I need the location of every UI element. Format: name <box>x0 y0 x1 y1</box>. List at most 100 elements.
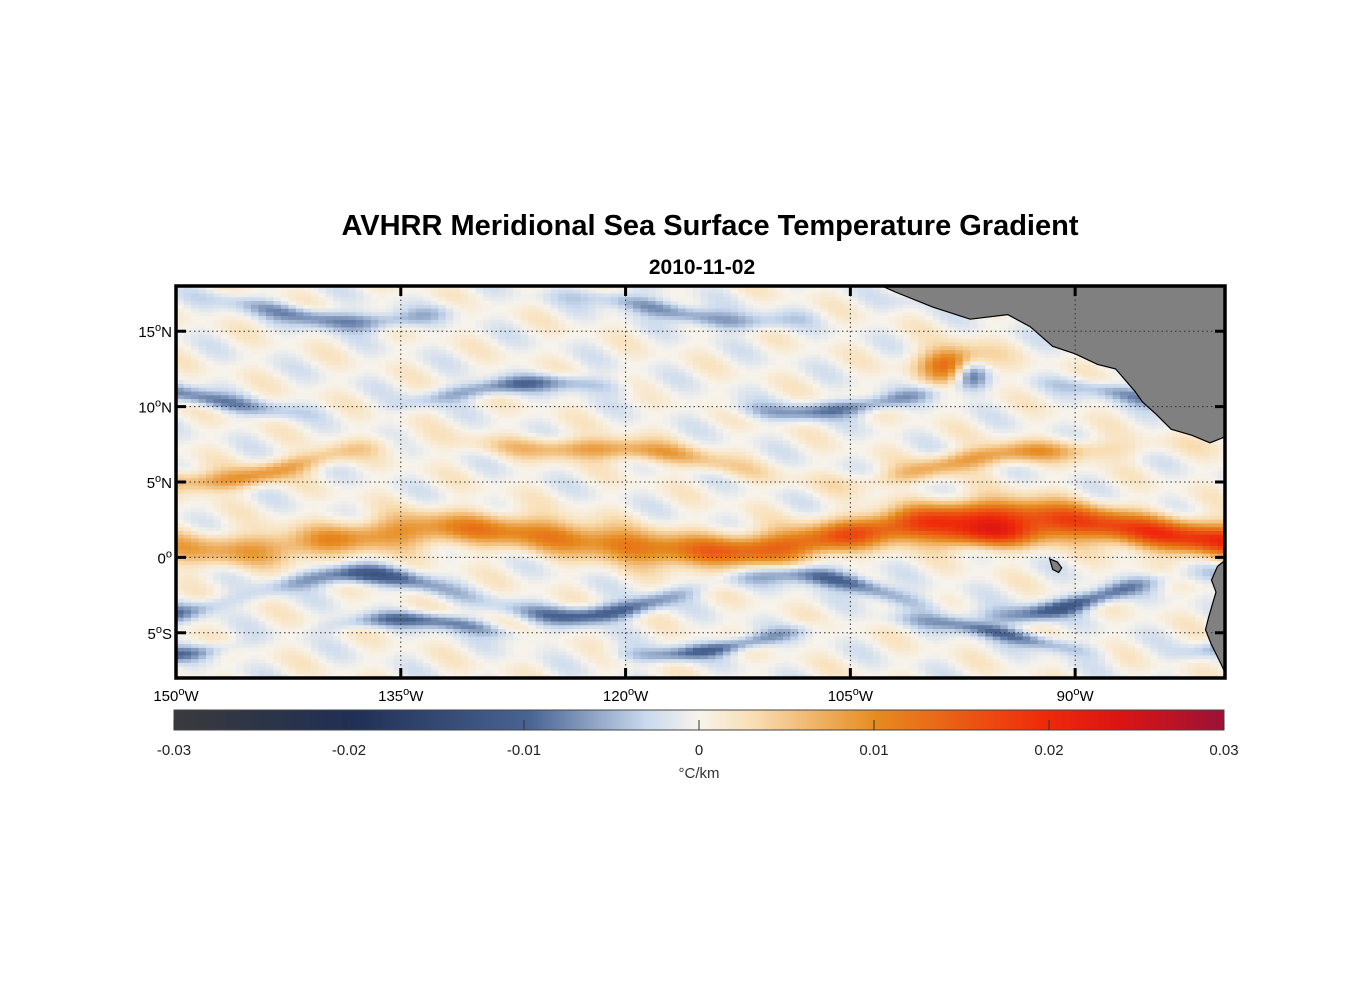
field-cell <box>370 365 379 370</box>
field-cell <box>707 384 717 389</box>
field-cell <box>198 319 207 325</box>
field-cell <box>865 331 874 336</box>
field-cell <box>468 312 477 317</box>
field-cell <box>872 417 881 423</box>
field-cell <box>797 395 806 400</box>
field-cell <box>760 319 769 325</box>
field-cell <box>670 316 679 321</box>
field-cell <box>722 312 732 317</box>
field-cell <box>453 304 462 310</box>
field-cell <box>925 327 934 332</box>
field-cell <box>288 417 297 423</box>
field-cell <box>528 327 537 332</box>
field-cell <box>453 406 462 411</box>
field-cell <box>310 417 319 423</box>
field-cell <box>760 293 769 298</box>
field-cell <box>565 414 574 419</box>
field-cell <box>663 380 672 385</box>
field-cell <box>595 380 604 385</box>
field-cell <box>992 387 1001 393</box>
field-cell <box>198 414 207 419</box>
field-cell <box>295 342 304 347</box>
field-cell <box>520 353 529 359</box>
field-cell <box>265 376 274 381</box>
field-cell <box>385 312 394 317</box>
field-cell <box>663 342 672 347</box>
field-cell <box>940 350 949 355</box>
field-cell <box>767 308 777 313</box>
field-cell <box>370 406 379 411</box>
field-cell <box>850 289 859 295</box>
field-cell <box>737 402 747 408</box>
field-cell <box>535 342 544 347</box>
field-cell <box>310 414 319 419</box>
field-cell <box>625 312 634 317</box>
field-cell <box>722 316 732 321</box>
field-cell <box>678 410 687 415</box>
field-cell <box>558 353 567 359</box>
field-cell <box>588 406 597 411</box>
field-cell <box>265 308 274 313</box>
field-cell <box>940 316 949 321</box>
field-cell <box>475 372 484 378</box>
field-cell <box>423 331 432 336</box>
field-cell <box>303 410 312 415</box>
field-cell <box>565 361 574 366</box>
field-cell <box>730 372 739 378</box>
field-cell <box>625 406 634 411</box>
field-cell <box>438 353 447 359</box>
field-cell <box>460 319 469 325</box>
field-cell <box>797 342 806 347</box>
field-cell <box>370 312 379 317</box>
field-cell <box>580 399 589 404</box>
field-cell <box>805 357 814 362</box>
field-cell <box>648 342 657 347</box>
field-cell <box>1045 342 1054 347</box>
field-cell <box>857 346 866 351</box>
field-cell <box>310 357 319 362</box>
field-cell <box>752 384 762 389</box>
field-cell <box>955 365 964 370</box>
field-cell <box>1082 414 1091 419</box>
field-cell <box>423 297 432 302</box>
field-cell <box>475 402 484 408</box>
field-cell <box>678 387 687 393</box>
field-cell <box>198 353 207 359</box>
field-cell <box>423 391 432 396</box>
field-cell <box>273 368 282 374</box>
field-cell <box>767 289 777 295</box>
field-cell <box>543 395 552 400</box>
field-cell <box>505 406 514 411</box>
field-cell <box>183 353 192 359</box>
field-cell <box>363 301 372 306</box>
field-cell <box>190 357 200 362</box>
field-cell <box>820 368 829 374</box>
field-cell <box>513 402 522 408</box>
field-cell <box>648 338 657 344</box>
field-cell <box>790 350 799 355</box>
field-cell <box>198 331 207 336</box>
field-cell <box>250 406 260 411</box>
field-cell <box>940 414 949 419</box>
field-cell <box>438 417 447 423</box>
field-cell <box>460 357 469 362</box>
field-cell <box>355 387 364 393</box>
field-cell <box>610 297 619 302</box>
field-cell <box>940 338 949 344</box>
field-cell <box>378 380 387 385</box>
field-cell <box>640 297 649 302</box>
field-cell <box>947 406 956 411</box>
field-cell <box>385 406 394 411</box>
field-cell <box>408 391 417 396</box>
field-cell <box>655 327 664 332</box>
field-cell <box>250 399 260 404</box>
field-cell <box>1097 410 1106 415</box>
field-cell <box>205 391 215 396</box>
field-cell <box>827 331 836 336</box>
field-cell <box>648 293 657 298</box>
field-cell <box>1082 384 1091 389</box>
field-cell <box>910 346 919 351</box>
field-cell <box>550 368 559 374</box>
field-cell <box>640 335 649 340</box>
field-cell <box>220 312 230 317</box>
